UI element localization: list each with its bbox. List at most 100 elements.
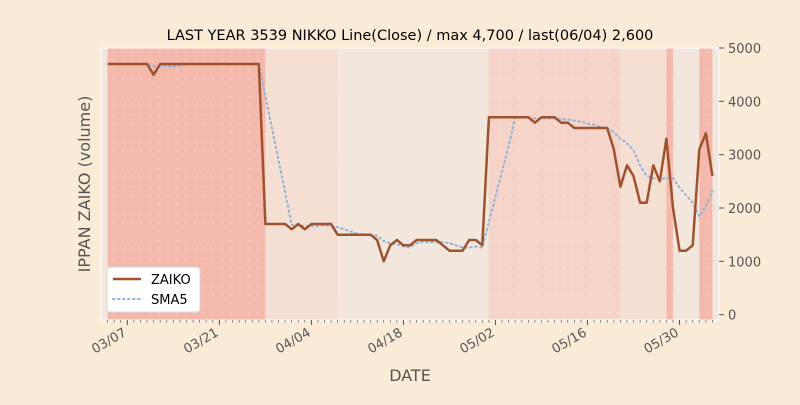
texture-dot: [446, 87, 448, 89]
texture-dot: [419, 258, 421, 260]
texture-dot: [212, 168, 214, 170]
texture-dot: [599, 267, 601, 269]
texture-dot: [356, 159, 358, 161]
texture-dot: [392, 213, 394, 215]
texture-dot: [131, 105, 133, 107]
texture-dot: [149, 87, 151, 89]
texture-dot: [563, 195, 565, 197]
texture-dot: [185, 168, 187, 170]
texture-dot: [257, 141, 259, 143]
texture-dot: [239, 177, 241, 179]
texture-dot: [401, 204, 403, 206]
texture-dot: [419, 285, 421, 287]
texture-dot: [221, 276, 223, 278]
texture-dot: [266, 312, 268, 314]
texture-dot: [167, 240, 169, 242]
texture-dot: [473, 249, 475, 251]
texture-dot: [626, 87, 628, 89]
texture-dot: [518, 141, 520, 143]
texture-dot: [527, 123, 529, 125]
texture-dot: [356, 114, 358, 116]
texture-dot: [509, 249, 511, 251]
texture-dot: [392, 276, 394, 278]
texture-dot: [311, 303, 313, 305]
texture-dot: [104, 177, 106, 179]
texture-dot: [635, 123, 637, 125]
texture-dot: [590, 159, 592, 161]
texture-dot: [482, 69, 484, 71]
texture-dot: [608, 78, 610, 80]
texture-dot: [113, 141, 115, 143]
texture-dot: [185, 195, 187, 197]
texture-dot: [689, 132, 691, 134]
texture-dot: [509, 267, 511, 269]
texture-dot: [203, 114, 205, 116]
texture-dot: [230, 204, 232, 206]
texture-dot: [338, 177, 340, 179]
texture-dot: [374, 96, 376, 98]
texture-dot: [464, 204, 466, 206]
texture-dot: [689, 258, 691, 260]
texture-dot: [131, 123, 133, 125]
texture-dot: [383, 159, 385, 161]
texture-dot: [698, 249, 700, 251]
texture-dot: [527, 222, 529, 224]
texture-dot: [689, 312, 691, 314]
texture-dot: [608, 177, 610, 179]
texture-dot: [419, 150, 421, 152]
texture-dot: [518, 69, 520, 71]
texture-dot: [122, 249, 124, 251]
texture-dot: [464, 105, 466, 107]
texture-dot: [374, 294, 376, 296]
texture-dot: [410, 105, 412, 107]
texture-dot: [140, 258, 142, 260]
texture-dot: [131, 258, 133, 260]
texture-dot: [419, 177, 421, 179]
texture-dot: [356, 312, 358, 314]
texture-dot: [248, 285, 250, 287]
texture-dot: [419, 222, 421, 224]
texture-dot: [617, 78, 619, 80]
texture-dot: [500, 132, 502, 134]
texture-dot: [347, 132, 349, 134]
texture-dot: [635, 249, 637, 251]
texture-dot: [203, 123, 205, 125]
texture-dot: [140, 132, 142, 134]
texture-dot: [347, 312, 349, 314]
texture-dot: [491, 186, 493, 188]
texture-dot: [329, 177, 331, 179]
texture-dot: [581, 222, 583, 224]
texture-dot: [401, 51, 403, 53]
texture-dot: [581, 69, 583, 71]
texture-dot: [149, 114, 151, 116]
texture-dot: [518, 222, 520, 224]
texture-dot: [257, 177, 259, 179]
texture-dot: [464, 312, 466, 314]
texture-dot: [608, 123, 610, 125]
texture-dot: [419, 60, 421, 62]
texture-dot: [158, 213, 160, 215]
texture-dot: [194, 204, 196, 206]
texture-dot: [572, 132, 574, 134]
texture-dot: [563, 312, 565, 314]
texture-dot: [473, 285, 475, 287]
texture-dot: [239, 51, 241, 53]
texture-dot: [257, 87, 259, 89]
texture-dot: [437, 141, 439, 143]
texture-dot: [221, 69, 223, 71]
texture-dot: [113, 213, 115, 215]
texture-dot: [392, 186, 394, 188]
texture-dot: [437, 276, 439, 278]
texture-dot: [644, 69, 646, 71]
texture-dot: [158, 114, 160, 116]
texture-dot: [338, 267, 340, 269]
texture-dot: [698, 123, 700, 125]
texture-dot: [455, 312, 457, 314]
texture-dot: [275, 213, 277, 215]
texture-dot: [311, 213, 313, 215]
texture-dot: [563, 78, 565, 80]
texture-dot: [203, 87, 205, 89]
texture-dot: [428, 177, 430, 179]
texture-dot: [320, 123, 322, 125]
texture-dot: [473, 168, 475, 170]
